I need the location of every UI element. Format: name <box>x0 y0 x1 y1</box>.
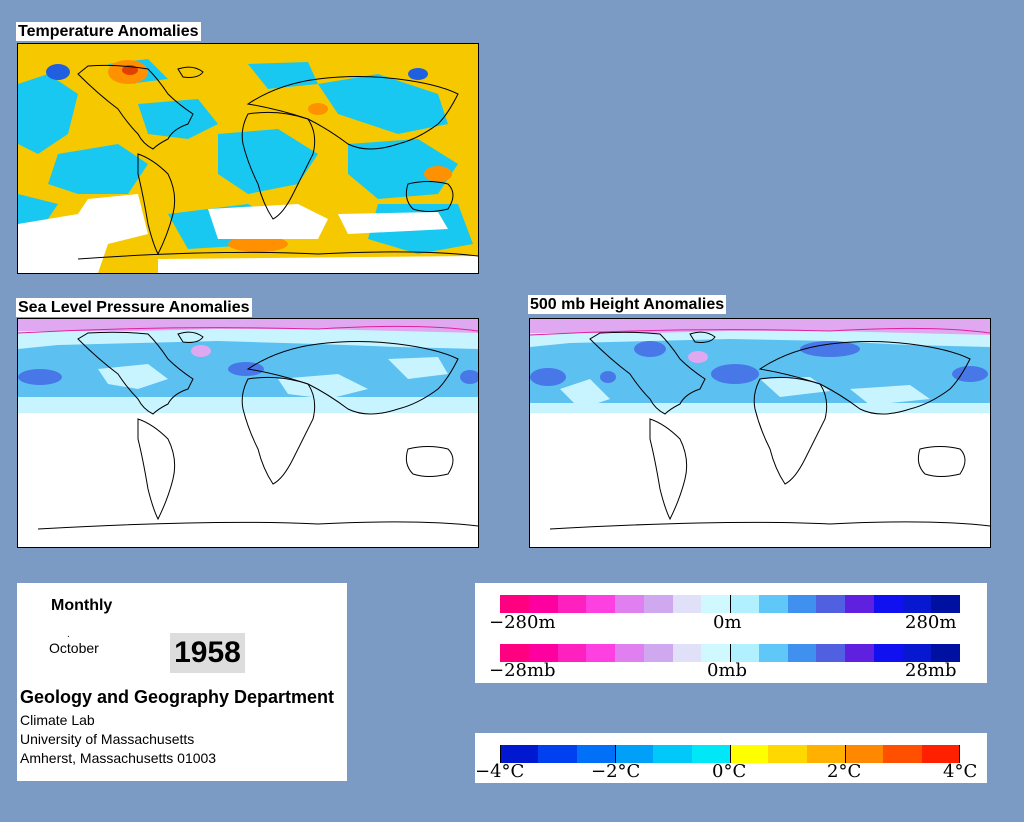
slp-anomaly-map <box>17 318 479 548</box>
pressure-color-swatch <box>730 644 759 662</box>
temperature-label-4: 4°C <box>943 761 978 782</box>
height-color-swatch <box>730 595 759 613</box>
temperature-anomaly-map <box>17 43 479 274</box>
temperature-tick <box>500 745 501 763</box>
height-color-swatch <box>643 595 673 613</box>
temperature-color-swatch <box>691 745 730 763</box>
temperature-label-0: 0°C <box>712 761 747 782</box>
height-color-swatch <box>931 595 960 613</box>
pressure-color-swatch <box>787 644 817 662</box>
pressure-color-swatch <box>615 644 644 662</box>
pressure-colorbar <box>500 644 960 662</box>
temperature-color-swatch <box>729 745 769 763</box>
period-label: Monthly <box>51 597 113 614</box>
pressure-color-swatch <box>557 644 587 662</box>
height-color-swatch <box>902 595 932 613</box>
pressure-color-swatch <box>586 644 615 662</box>
height-center-tick <box>730 595 731 613</box>
lab-label: Climate Lab <box>20 712 95 728</box>
height-color-swatch <box>586 595 615 613</box>
temperature-color-swatch <box>806 745 845 763</box>
pressure-color-swatch <box>701 644 730 662</box>
height-color-swatch <box>758 595 788 613</box>
temperature-color-swatch <box>844 745 884 763</box>
height-color-swatch <box>845 595 874 613</box>
slp-panel-title: Sea Level Pressure Anomalies <box>16 298 252 317</box>
department-label: Geology and Geography Department <box>20 687 335 707</box>
pressure-color-swatch <box>902 644 932 662</box>
temperature-tick <box>959 745 960 763</box>
pressure-mid-label: 0mb <box>707 660 748 681</box>
height-anomaly-map <box>529 318 991 548</box>
temperature-color-swatch <box>614 745 654 763</box>
pressure-color-swatch <box>643 644 673 662</box>
pressure-color-swatch <box>672 644 702 662</box>
temperature-tick <box>730 745 731 763</box>
temperature-color-swatch <box>500 745 539 763</box>
height-color-swatch <box>557 595 587 613</box>
temperature-color-swatch <box>768 745 807 763</box>
height-color-swatch <box>701 595 730 613</box>
year-label: 1958 <box>170 633 245 673</box>
pressure-color-swatch <box>816 644 845 662</box>
pressure-color-swatch <box>873 644 903 662</box>
height-mid-label: 0m <box>713 612 742 633</box>
temperature-color-swatch <box>921 745 960 763</box>
temperature-color-swatch <box>653 745 692 763</box>
pressure-min-label: −28mb <box>489 660 556 681</box>
height-color-swatch <box>500 595 529 613</box>
temperature-color-swatch <box>538 745 577 763</box>
temperature-label-2: 2°C <box>827 761 862 782</box>
temperature-color-swatch <box>576 745 615 763</box>
pressure-color-swatch <box>845 644 874 662</box>
pressure-color-swatch <box>528 644 558 662</box>
pressure-center-tick <box>730 644 731 662</box>
info-box: Monthly . October 1958 Geology and Geogr… <box>17 583 347 781</box>
temperature-tick <box>615 745 616 763</box>
height-color-swatch <box>816 595 845 613</box>
temperature-legend: −4°C −2°C 0°C 2°C 4°C <box>475 733 987 783</box>
height-color-swatch <box>528 595 558 613</box>
month-dot: . <box>67 629 70 640</box>
address-label: Amherst, Massachusetts 01003 <box>20 750 217 766</box>
height-colorbar <box>500 595 960 613</box>
pressure-color-swatch <box>500 644 529 662</box>
height-color-swatch <box>787 595 817 613</box>
month-label: October <box>49 640 99 656</box>
height-color-swatch <box>615 595 644 613</box>
pressure-max-label: 28mb <box>905 660 957 681</box>
temperature-color-swatch <box>883 745 922 763</box>
temperature-label-neg2: −2°C <box>591 761 641 782</box>
pressure-color-swatch <box>758 644 788 662</box>
temperature-colorbar <box>500 745 960 763</box>
temperature-label-neg4: −4°C <box>475 761 525 782</box>
temperature-tick <box>845 745 846 763</box>
height-max-label: 280m <box>905 612 957 633</box>
height-pressure-legend: −280m 0m 280m −28mb 0mb 28mb <box>475 583 987 683</box>
height-color-swatch <box>873 595 903 613</box>
pressure-color-swatch <box>931 644 960 662</box>
height-panel-title: 500 mb Height Anomalies <box>528 295 727 314</box>
university-label: University of Massachusetts <box>20 731 195 747</box>
temperature-panel-title: Temperature Anomalies <box>16 22 201 41</box>
height-color-swatch <box>672 595 702 613</box>
height-min-label: −280m <box>489 612 556 633</box>
